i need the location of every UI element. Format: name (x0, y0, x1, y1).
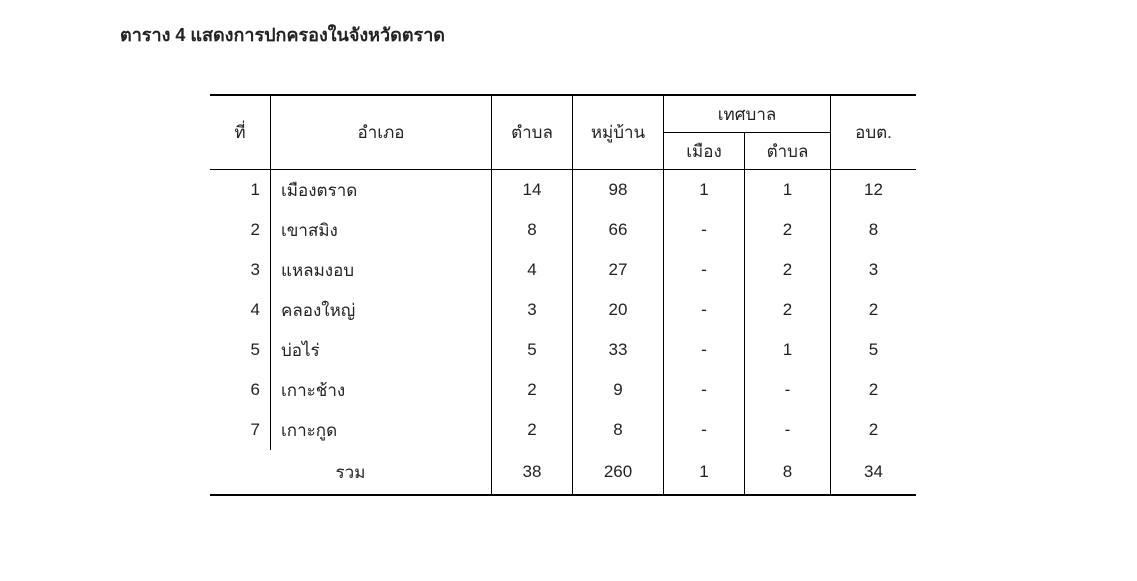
cell-vil: 27 (573, 250, 664, 290)
cell-mun2: 2 (745, 250, 831, 290)
table-row: 1เมืองตราด14981112 (210, 170, 916, 211)
table-row: 2เขาสมิง866-28 (210, 210, 916, 250)
cell-sub: 2 (492, 370, 573, 410)
cell-mun2: - (745, 410, 831, 450)
table-body: 1เมืองตราด149811122เขาสมิง866-283แหลมงอบ… (210, 170, 916, 451)
cell-mun1: - (664, 290, 745, 330)
cell-obt: 8 (831, 210, 917, 250)
cell-name: เกาะช้าง (271, 370, 492, 410)
total-mun2: 8 (745, 450, 831, 495)
cell-name: บ่อไร่ (271, 330, 492, 370)
th-mun-sub: ตำบล (745, 133, 831, 170)
table-row: 5บ่อไร่533-15 (210, 330, 916, 370)
table-caption: ตาราง 4 แสดงการปกครองในจังหวัดตราด (120, 20, 1137, 49)
th-mun-city: เมือง (664, 133, 745, 170)
total-vil: 260 (573, 450, 664, 495)
cell-sub: 8 (492, 210, 573, 250)
cell-name: เขาสมิง (271, 210, 492, 250)
total-label: รวม (210, 450, 492, 495)
admin-table: ที่ อำเภอ ตำบล หมู่บ้าน เทศบาล อบต. เมือ… (210, 94, 916, 496)
cell-mun1: - (664, 370, 745, 410)
cell-no: 4 (210, 290, 271, 330)
cell-vil: 9 (573, 370, 664, 410)
cell-obt: 2 (831, 290, 917, 330)
cell-name: แหลมงอบ (271, 250, 492, 290)
cell-mun1: 1 (664, 170, 745, 211)
table-row: 7เกาะกูด28--2 (210, 410, 916, 450)
cell-sub: 14 (492, 170, 573, 211)
th-no: ที่ (210, 95, 271, 170)
cell-sub: 3 (492, 290, 573, 330)
cell-obt: 2 (831, 370, 917, 410)
cell-vil: 8 (573, 410, 664, 450)
cell-mun1: - (664, 250, 745, 290)
cell-no: 6 (210, 370, 271, 410)
cell-obt: 2 (831, 410, 917, 450)
cell-mun2: 1 (745, 170, 831, 211)
cell-no: 7 (210, 410, 271, 450)
th-village: หมู่บ้าน (573, 95, 664, 170)
table-container: ที่ อำเภอ ตำบล หมู่บ้าน เทศบาล อบต. เมือ… (210, 94, 1137, 496)
cell-name: เกาะกูด (271, 410, 492, 450)
cell-vil: 98 (573, 170, 664, 211)
cell-vil: 33 (573, 330, 664, 370)
table-row: 3แหลมงอบ427-23 (210, 250, 916, 290)
cell-mun1: - (664, 410, 745, 450)
total-mun1: 1 (664, 450, 745, 495)
table-row: 4คลองใหญ่320-22 (210, 290, 916, 330)
cell-obt: 5 (831, 330, 917, 370)
th-obt: อบต. (831, 95, 917, 170)
cell-sub: 5 (492, 330, 573, 370)
cell-mun2: 2 (745, 210, 831, 250)
th-district: อำเภอ (271, 95, 492, 170)
cell-sub: 2 (492, 410, 573, 450)
cell-obt: 12 (831, 170, 917, 211)
cell-no: 5 (210, 330, 271, 370)
cell-no: 3 (210, 250, 271, 290)
cell-name: เมืองตราด (271, 170, 492, 211)
table-row: 6เกาะช้าง29--2 (210, 370, 916, 410)
cell-mun2: - (745, 370, 831, 410)
total-sub: 38 (492, 450, 573, 495)
cell-mun2: 2 (745, 290, 831, 330)
cell-no: 1 (210, 170, 271, 211)
cell-mun1: - (664, 330, 745, 370)
total-obt: 34 (831, 450, 917, 495)
cell-no: 2 (210, 210, 271, 250)
cell-mun1: - (664, 210, 745, 250)
cell-vil: 66 (573, 210, 664, 250)
cell-obt: 3 (831, 250, 917, 290)
cell-mun2: 1 (745, 330, 831, 370)
cell-name: คลองใหญ่ (271, 290, 492, 330)
cell-vil: 20 (573, 290, 664, 330)
th-subdistrict: ตำบล (492, 95, 573, 170)
th-municipality: เทศบาล (664, 95, 831, 133)
cell-sub: 4 (492, 250, 573, 290)
